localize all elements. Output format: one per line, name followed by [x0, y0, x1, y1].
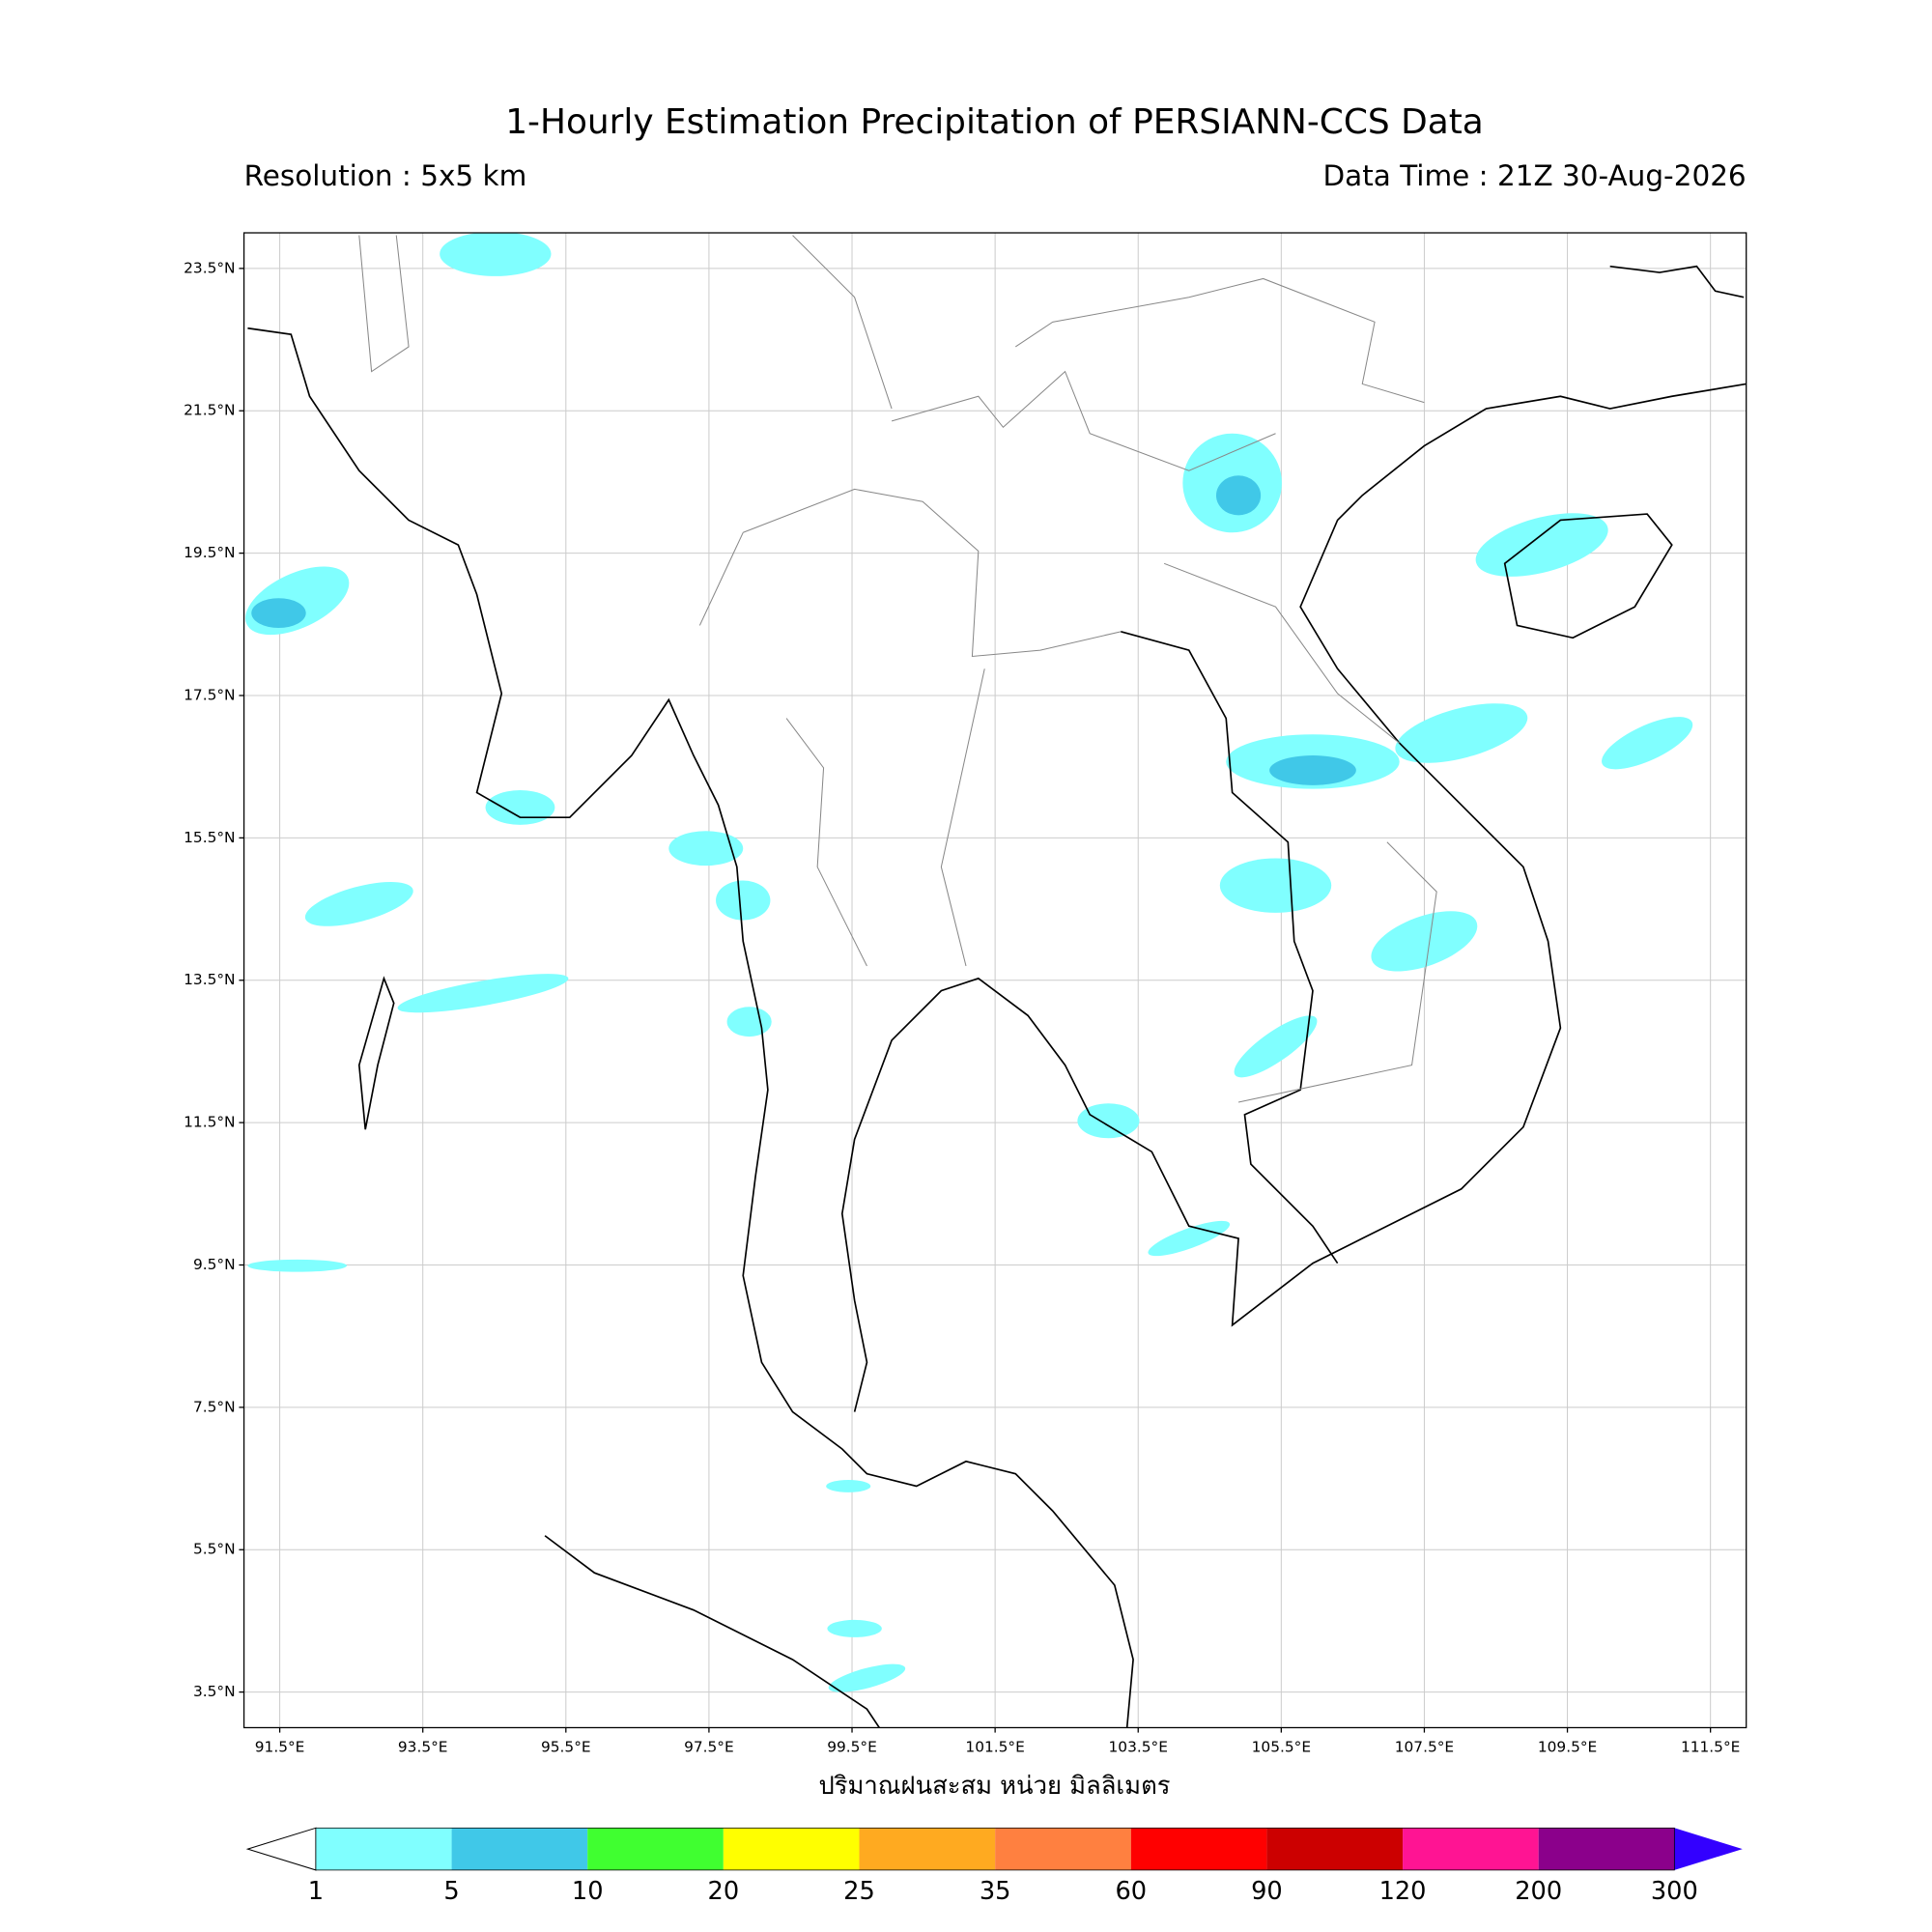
colorbar-label: 35 [980, 1877, 1011, 1906]
rain-area [1219, 858, 1332, 913]
colorbar-label: 60 [1115, 1877, 1147, 1906]
lon-tick-label: 109.5°E [1538, 1738, 1597, 1755]
colorbar-label: 120 [1379, 1877, 1427, 1906]
colorbar-under [245, 1827, 317, 1871]
data-time: Data Time : 21Z 30-Aug-2026 [1322, 159, 1746, 192]
colorbar-label: 90 [1251, 1877, 1283, 1906]
lon-tick-label: 95.5°E [541, 1738, 591, 1755]
lon-tick-label: 105.5°E [1252, 1738, 1311, 1755]
colorbar-bin [723, 1828, 860, 1870]
map-line [792, 235, 1425, 471]
rain-area [826, 1480, 871, 1492]
colorbar-bin [1266, 1828, 1404, 1870]
colorbar-label: 10 [572, 1877, 604, 1906]
rain-area [726, 1007, 772, 1037]
rain-area [397, 974, 569, 1013]
lat-tick-label: 13.5°N [184, 971, 235, 988]
map-line [698, 532, 985, 967]
map-line [743, 488, 1122, 658]
rain-area [1234, 1015, 1318, 1078]
borders [358, 235, 1437, 1103]
rain-area [1269, 755, 1356, 785]
lat-tick-label: 19.5°N [184, 544, 235, 561]
lat-tick-label: 3.5°N [193, 1683, 236, 1700]
colorbar-bin [995, 1828, 1131, 1870]
lon-tick-label: 103.5°E [1109, 1738, 1168, 1755]
colorbar-bin [859, 1828, 996, 1870]
colorbar-bin [1403, 1828, 1539, 1870]
rain-area [1395, 703, 1528, 763]
map-line [358, 235, 410, 373]
map-line [544, 1535, 880, 1728]
resolution: Resolution : 5x5 km [244, 159, 527, 192]
rain-area [1077, 1103, 1140, 1139]
rain-area [245, 566, 350, 636]
colorbar-bin [451, 1828, 588, 1870]
colorbar-bin [315, 1828, 452, 1870]
map-line [247, 327, 1134, 1728]
map-layers [245, 233, 1747, 1728]
lon-tick-label: 93.5°E [398, 1738, 448, 1755]
rain-area [828, 1663, 906, 1692]
colorbar-label: 1 [308, 1877, 324, 1906]
map-line [357, 976, 395, 1130]
rain-area [668, 831, 744, 867]
rain-area [247, 1259, 347, 1272]
colorbar-bin [1538, 1828, 1675, 1870]
colorbar: 1 5 10 20 25 35 60 90 120 200 300 [245, 1827, 1743, 1906]
lat-tick-label: 7.5°N [193, 1398, 236, 1415]
lat-tick-label: 23.5°N [184, 259, 235, 276]
lon-tick-label: 91.5°E [255, 1738, 305, 1755]
lat-tick-label: 5.5°N [193, 1541, 236, 1558]
rain-area [827, 1619, 882, 1637]
rain-area [485, 789, 555, 825]
colorbar-label: 5 [443, 1877, 459, 1906]
rain-area [251, 598, 306, 628]
x-axis-label: ปริมาณฝนสะสม หน่วย มิลลิเมตร [818, 1772, 1170, 1801]
colorbar-label: 25 [843, 1877, 875, 1906]
rain-area [440, 233, 552, 276]
map-line [1163, 562, 1437, 1103]
map-line [1121, 631, 1339, 1264]
colorbar-bin [1130, 1828, 1267, 1870]
lon-tick-label: 107.5°E [1395, 1738, 1454, 1755]
colorbar-frame [315, 1827, 1675, 1871]
map-line [1503, 513, 1673, 639]
lat-tick-label: 17.5°N [184, 686, 235, 703]
rain-area [1215, 475, 1262, 516]
lat-tick-label: 15.5°N [184, 829, 235, 846]
colorbar-label: 20 [708, 1877, 740, 1906]
rain-area [1148, 1220, 1231, 1257]
lat-tick-label: 11.5°N [184, 1114, 235, 1131]
colorbar-over [1674, 1828, 1743, 1870]
colorbar-label: 300 [1651, 1877, 1698, 1906]
map-line [1609, 265, 1745, 298]
rain-area [1371, 911, 1478, 972]
rain-area [304, 882, 413, 926]
title: 1-Hourly Estimation Precipitation of PER… [505, 102, 1484, 142]
colorbar-bin [587, 1828, 724, 1870]
lat-tick-label: 21.5°N [184, 402, 235, 419]
lon-tick-label: 111.5°E [1681, 1738, 1740, 1755]
rain [245, 233, 1693, 1692]
lon-tick-label: 97.5°E [684, 1738, 734, 1755]
colorbar-label: 200 [1515, 1877, 1562, 1906]
lon-tick-label: 101.5°E [965, 1738, 1024, 1755]
rain-area [716, 880, 771, 921]
rain-area [1475, 513, 1608, 577]
map-line [840, 383, 1747, 1412]
coastlines [247, 265, 1747, 1728]
lon-tick-label: 99.5°E [827, 1738, 877, 1755]
lat-tick-label: 9.5°N [193, 1256, 236, 1273]
rain-area [1602, 717, 1693, 770]
grid [243, 233, 1747, 1728]
